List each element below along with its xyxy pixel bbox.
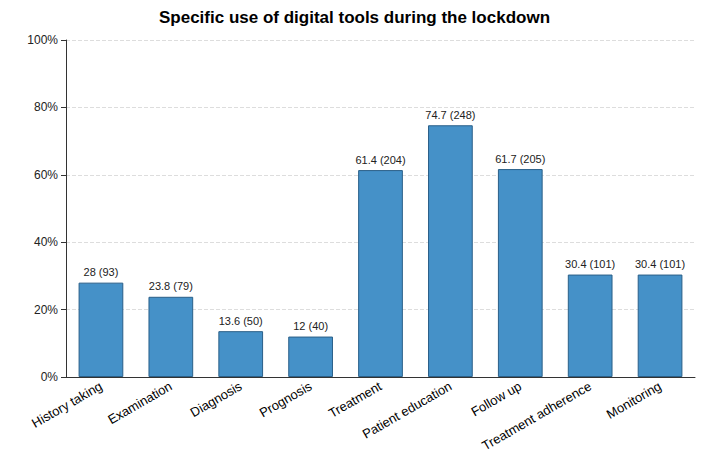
svg-text:Follow up: Follow up (468, 379, 524, 420)
svg-text:23.8 (79): 23.8 (79) (149, 280, 193, 292)
svg-text:40%: 40% (34, 235, 58, 249)
svg-text:Treatment adherence: Treatment adherence (479, 379, 594, 454)
svg-text:Specific use of digital tools: Specific use of digital tools during the… (159, 8, 550, 27)
svg-text:30.4 (101): 30.4 (101) (565, 258, 615, 270)
svg-text:80%: 80% (34, 100, 58, 114)
svg-text:20%: 20% (34, 303, 58, 317)
svg-text:Prognosis: Prognosis (257, 378, 315, 420)
svg-text:74.7 (248): 74.7 (248) (425, 109, 475, 121)
svg-text:30.4 (101): 30.4 (101) (635, 258, 685, 270)
svg-text:60%: 60% (34, 168, 58, 182)
svg-text:0%: 0% (41, 370, 59, 384)
svg-text:Patient education: Patient education (360, 379, 454, 442)
svg-text:Examination: Examination (105, 379, 174, 428)
svg-text:12 (40): 12 (40) (293, 320, 328, 332)
svg-text:100%: 100% (27, 33, 58, 47)
svg-text:Diagnosis: Diagnosis (188, 378, 245, 420)
svg-text:28 (93): 28 (93) (84, 266, 119, 278)
svg-text:13.6 (50): 13.6 (50) (219, 315, 263, 327)
svg-text:Treatment: Treatment (326, 378, 385, 421)
svg-text:61.7 (205): 61.7 (205) (495, 153, 545, 165)
svg-text:History taking: History taking (29, 379, 105, 431)
svg-text:61.4 (204): 61.4 (204) (355, 154, 405, 166)
svg-text:Monitoring: Monitoring (604, 379, 664, 422)
